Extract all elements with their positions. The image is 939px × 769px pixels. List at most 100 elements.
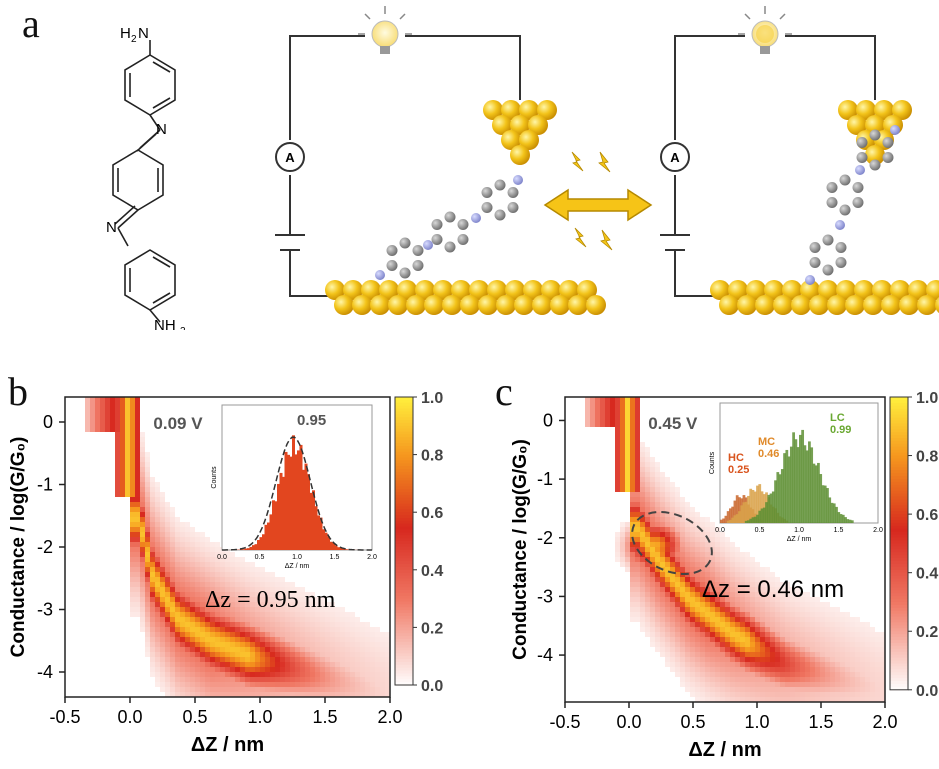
heatmap-cell bbox=[820, 687, 825, 692]
heatmap-cell bbox=[770, 622, 775, 627]
colorbar-segment bbox=[395, 477, 413, 482]
heatmap-cell bbox=[635, 597, 640, 602]
heatmap-cell bbox=[175, 517, 180, 522]
heatmap-cell bbox=[115, 417, 120, 422]
heatmap-cell bbox=[675, 637, 680, 642]
heatmap-cell bbox=[765, 647, 770, 652]
heatmap-cell bbox=[620, 402, 625, 407]
heatmap-cell bbox=[200, 667, 205, 672]
heatmap-cell bbox=[225, 687, 230, 692]
heatmap-cell bbox=[635, 492, 640, 497]
heatmap-cell bbox=[315, 677, 320, 682]
heatmap-cell bbox=[675, 572, 680, 577]
heatmap-cell bbox=[830, 612, 835, 617]
heatmap-cell bbox=[820, 662, 825, 667]
heatmap-cell bbox=[320, 662, 325, 667]
heatmap-cell bbox=[350, 657, 355, 662]
heatmap-cell bbox=[230, 682, 235, 687]
heatmap-cell bbox=[735, 547, 740, 552]
heatmap-cell bbox=[180, 547, 185, 552]
heatmap-cell bbox=[240, 692, 245, 697]
ammeter-icon-right bbox=[660, 142, 690, 172]
heatmap-cell bbox=[790, 672, 795, 677]
heatmap-cell bbox=[640, 567, 645, 572]
heatmap-cell bbox=[220, 587, 225, 592]
gold-atom bbox=[451, 280, 471, 300]
heatmap-cell bbox=[800, 637, 805, 642]
colorbar-segment bbox=[395, 558, 413, 563]
heatmap-cell bbox=[190, 612, 195, 617]
heatmap-cell bbox=[140, 507, 145, 512]
colorbar-segment bbox=[890, 461, 908, 466]
heatmap-cell bbox=[160, 572, 165, 577]
heatmap-cell bbox=[640, 442, 645, 447]
heatmap-cell bbox=[160, 512, 165, 517]
colorbar-segment bbox=[890, 683, 908, 688]
heatmap-cell bbox=[745, 662, 750, 667]
colorbar-segment bbox=[395, 670, 413, 675]
heatmap-cell bbox=[780, 622, 785, 627]
heatmap-cell bbox=[770, 642, 775, 647]
heatmap-cell bbox=[760, 632, 765, 637]
gold-atom bbox=[577, 280, 597, 300]
heatmap-cell bbox=[665, 512, 670, 517]
heatmap-cell bbox=[845, 662, 850, 667]
heatmap-cell bbox=[150, 532, 155, 537]
heatmap-cell bbox=[690, 537, 695, 542]
heatmap-cell bbox=[785, 602, 790, 607]
heatmap-cell bbox=[685, 667, 690, 672]
heatmap-cell bbox=[190, 637, 195, 642]
histogram-bar bbox=[844, 517, 847, 523]
heatmap-cell bbox=[190, 537, 195, 542]
heatmap-cell bbox=[125, 462, 130, 467]
heatmap-cell bbox=[320, 667, 325, 672]
heatmap-cell bbox=[160, 557, 165, 562]
heatmap-cell bbox=[815, 692, 820, 697]
heatmap-cell bbox=[810, 662, 815, 667]
heatmap-cell bbox=[720, 647, 725, 652]
heatmap-cell bbox=[865, 692, 870, 697]
heatmap-cell bbox=[705, 662, 710, 667]
heatmap-cell bbox=[225, 592, 230, 597]
heatmap-cell bbox=[785, 622, 790, 627]
heatmap-cell bbox=[780, 582, 785, 587]
heatmap-cell bbox=[170, 612, 175, 617]
heatmap-cell bbox=[130, 407, 135, 412]
heatmap-cell bbox=[275, 682, 280, 687]
heatmap-cell bbox=[180, 592, 185, 597]
heatmap-cell bbox=[215, 652, 220, 657]
heatmap-cell bbox=[810, 667, 815, 672]
heatmap-cell bbox=[690, 682, 695, 687]
heatmap-cell bbox=[245, 652, 250, 657]
heatmap-cell bbox=[650, 502, 655, 507]
heatmap-cell bbox=[805, 627, 810, 632]
histogram-bar bbox=[805, 450, 809, 523]
heatmap-cell bbox=[305, 677, 310, 682]
heatmap-cell bbox=[325, 632, 330, 637]
heatmap-cell bbox=[795, 622, 800, 627]
heatmap-cell bbox=[865, 642, 870, 647]
heatmap-cell bbox=[150, 517, 155, 522]
heatmap-cell bbox=[230, 687, 235, 692]
histogram-bar bbox=[337, 547, 340, 550]
colorbar-segment bbox=[395, 463, 413, 468]
heatmap-cell bbox=[240, 652, 245, 657]
heatmap-cell bbox=[855, 652, 860, 657]
heatmap-cell bbox=[130, 577, 135, 582]
histogram-bar bbox=[837, 512, 841, 523]
colorbar-segment bbox=[890, 613, 908, 618]
heatmap-cell bbox=[370, 627, 375, 632]
colorbar-segment bbox=[890, 420, 908, 425]
heatmap-cell bbox=[590, 412, 595, 417]
heatmap-cell bbox=[655, 482, 660, 487]
heatmap-cell bbox=[195, 567, 200, 572]
heatmap-cell bbox=[370, 652, 375, 657]
heatmap-cell bbox=[205, 602, 210, 607]
heatmap-cell bbox=[620, 417, 625, 422]
heatmap-cell bbox=[190, 527, 195, 532]
heatmap-cell bbox=[840, 632, 845, 637]
heatmap-cell bbox=[220, 562, 225, 567]
heatmap-cell bbox=[635, 467, 640, 472]
heatmap-cell bbox=[115, 492, 120, 497]
heatmap-cell bbox=[700, 652, 705, 657]
